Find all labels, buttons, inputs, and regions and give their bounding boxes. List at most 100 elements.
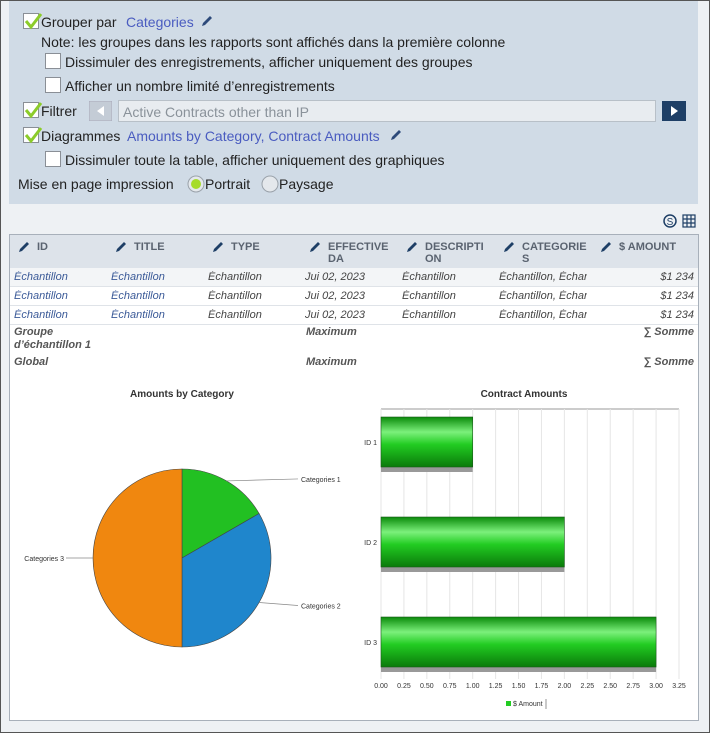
leader-line xyxy=(259,602,299,606)
chart-title: Amounts by Category xyxy=(130,389,234,400)
edit-icon[interactable] xyxy=(211,240,225,254)
table-cell: $1 234 xyxy=(660,290,694,302)
legend-swatch xyxy=(506,701,511,706)
table-cell: Échantillon xyxy=(14,309,68,321)
column-header[interactable]: CATEGORIES xyxy=(522,241,587,265)
table-cell: Échantillon xyxy=(208,271,262,283)
label: Diagrammes xyxy=(41,128,121,144)
table-cell: Échantillon xyxy=(14,271,68,283)
x-tick-label: 1.75 xyxy=(535,683,549,690)
prev-button[interactable] xyxy=(89,101,112,121)
x-tick-label: 0.25 xyxy=(397,683,411,690)
y-tick-label: ID 3 xyxy=(364,640,377,647)
radio-label[interactable]: Portrait xyxy=(205,176,251,192)
group-label: Global xyxy=(14,356,49,368)
table-cell: Échantillon xyxy=(402,309,456,321)
slice-label: Categories 3 xyxy=(24,556,64,563)
radio-label[interactable]: Paysage xyxy=(279,176,334,192)
note: Note: les groupes dans les rapports sont… xyxy=(41,34,506,50)
group-label: Groupe d’échantillon 1 xyxy=(14,326,92,351)
checkbox[interactable] xyxy=(23,127,43,144)
edit-icon[interactable] xyxy=(17,240,31,254)
column-header[interactable]: $ AMOUNT xyxy=(619,241,677,253)
x-tick-label: 2.25 xyxy=(580,683,594,690)
group-total: ∑ Somme xyxy=(643,326,694,338)
bar xyxy=(380,616,657,668)
table-cell: Échantillon xyxy=(14,290,68,302)
checkbox[interactable] xyxy=(45,53,61,69)
checkbox[interactable] xyxy=(45,151,61,167)
pie-slice xyxy=(181,513,272,648)
chart-title: Contract Amounts xyxy=(481,389,568,400)
checkbox[interactable] xyxy=(23,13,43,30)
table-cell: Échantillon xyxy=(208,290,262,302)
x-tick-label: 1.00 xyxy=(466,683,480,690)
bar xyxy=(380,416,473,468)
table-cell: Échantillon xyxy=(402,290,456,302)
x-tick-label: 2.50 xyxy=(603,683,617,690)
table-cell: Échantillon xyxy=(111,309,165,321)
edit-icon[interactable] xyxy=(114,240,128,254)
group-total: ∑ Somme xyxy=(643,356,694,368)
column-header[interactable]: ID xyxy=(37,241,48,253)
table-cell: $1 234 xyxy=(660,271,694,283)
x-tick-label: 2.00 xyxy=(558,683,572,690)
label: Filtrer xyxy=(41,103,77,119)
x-tick-label: 0.50 xyxy=(420,683,434,690)
table-cell: $1 234 xyxy=(660,309,694,321)
pie-slice xyxy=(181,468,260,559)
table-cell: Jui 02, 2023 xyxy=(305,309,365,321)
edit-icon[interactable] xyxy=(389,128,403,142)
y-tick-label: ID 1 xyxy=(364,440,377,447)
label: Mise en page impression xyxy=(18,176,174,192)
leader-line xyxy=(226,478,299,482)
group-aggregate: Maximum xyxy=(306,326,357,338)
table-header xyxy=(10,235,698,269)
x-tick-label: 2.75 xyxy=(626,683,640,690)
bar-shadow xyxy=(381,467,473,472)
table-cell: Échantillon xyxy=(208,309,262,321)
edit-icon[interactable] xyxy=(502,240,516,254)
edit-icon[interactable] xyxy=(405,240,419,254)
link[interactable]: Amounts by Category, Contract Amounts xyxy=(127,128,380,144)
table-cell: Échantillon xyxy=(111,290,165,302)
x-tick-label: 3.25 xyxy=(672,683,686,690)
column-header[interactable]: DESCRIPTION xyxy=(425,241,484,265)
table-cell: Échantillon xyxy=(111,271,165,283)
table-cell: Échantillon, Échan xyxy=(499,290,587,302)
toolbar-icons: S xyxy=(663,214,696,228)
group-aggregate: Maximum xyxy=(306,356,357,368)
edit-icon[interactable] xyxy=(599,240,613,254)
checkbox[interactable] xyxy=(45,77,61,93)
radio[interactable] xyxy=(187,175,205,193)
column-header[interactable]: EFFECTIVE DA xyxy=(328,241,389,265)
label: Dissimuler des enregistrements, afficher… xyxy=(65,54,473,70)
bar-shadow xyxy=(381,567,565,572)
pie-slice xyxy=(92,468,183,648)
table-cell: Jui 02, 2023 xyxy=(305,290,365,302)
bar-shadow xyxy=(381,667,657,672)
checkmark xyxy=(24,102,43,119)
edit-icon[interactable] xyxy=(200,14,214,28)
slice-label: Categories 1 xyxy=(301,477,341,484)
filter-select[interactable]: Active Contracts other than IP xyxy=(118,100,656,122)
bar xyxy=(380,516,565,568)
slice-label: Categories 2 xyxy=(301,604,341,611)
link[interactable]: Categories xyxy=(126,14,194,30)
checkbox[interactable] xyxy=(23,102,43,119)
legend-label: $ Amount xyxy=(513,701,543,708)
column-header[interactable]: TYPE xyxy=(231,241,260,253)
table-cell: Jui 02, 2023 xyxy=(305,271,365,283)
table-cell: Échantillon, Échan xyxy=(499,309,587,321)
x-tick-label: 3.00 xyxy=(649,683,663,690)
table-cell: Échantillon, Échan xyxy=(499,271,587,283)
run-button[interactable] xyxy=(662,101,686,121)
checkmark xyxy=(24,13,43,30)
y-tick-label: ID 2 xyxy=(364,540,377,547)
radio[interactable] xyxy=(261,175,279,193)
edit-icon[interactable] xyxy=(308,240,322,254)
x-tick-label: 1.25 xyxy=(489,683,503,690)
column-header[interactable]: TITLE xyxy=(134,241,165,253)
